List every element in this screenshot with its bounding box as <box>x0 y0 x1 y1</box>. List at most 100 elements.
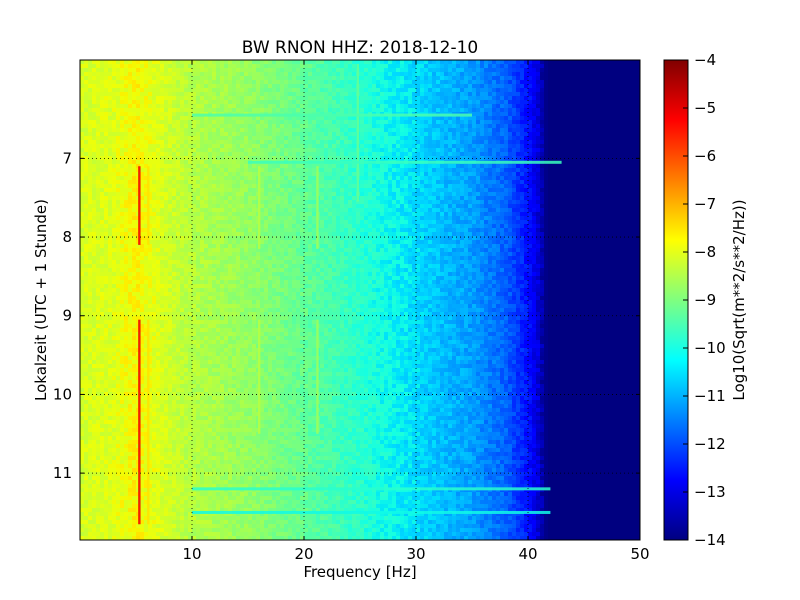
heat-cell <box>96 500 101 505</box>
heat-cell <box>88 460 93 465</box>
heat-cell <box>212 464 217 469</box>
heat-cell <box>80 464 85 469</box>
heat-cell <box>188 264 193 269</box>
heat-cell <box>80 436 85 441</box>
heat-cell <box>212 108 217 113</box>
heat-cell <box>188 216 193 221</box>
heat-cell <box>216 92 221 97</box>
heat-cell <box>120 468 125 473</box>
heat-cell <box>212 192 217 197</box>
heat-cell <box>184 76 189 81</box>
heat-cell <box>104 416 109 421</box>
heat-cell <box>84 180 89 185</box>
heat-cell <box>112 264 117 269</box>
heat-cell <box>100 444 105 449</box>
heat-cell <box>80 368 85 373</box>
heat-cell <box>208 276 213 281</box>
heat-cell <box>212 76 217 81</box>
heat-cell <box>160 412 165 417</box>
heat-cell <box>92 480 97 485</box>
heat-cell <box>108 400 113 405</box>
heat-cell <box>192 280 197 285</box>
heat-cell <box>216 472 221 477</box>
heat-cell <box>112 332 117 337</box>
heat-cell <box>88 60 93 65</box>
heat-cell <box>156 204 161 209</box>
heat-cell <box>236 360 241 365</box>
heat-cell <box>184 444 189 449</box>
heat-cell <box>184 404 189 409</box>
heat-cell <box>244 324 249 329</box>
heat-cell <box>144 204 149 209</box>
heat-cell <box>236 468 241 473</box>
heat-cell <box>144 336 149 341</box>
heat-cell <box>220 492 225 497</box>
heat-cell <box>216 76 221 81</box>
heat-cell <box>120 152 125 157</box>
heat-cell <box>184 116 189 121</box>
heat-cell <box>184 324 189 329</box>
heat-cell <box>236 216 241 221</box>
heat-cell <box>204 156 209 161</box>
heat-cell <box>84 492 89 497</box>
heat-cell <box>120 340 125 345</box>
heat-cell <box>192 192 197 197</box>
heat-cell <box>212 472 217 477</box>
heat-cell <box>168 136 173 141</box>
heat-cell <box>228 500 233 505</box>
heat-cell <box>168 316 173 321</box>
heat-cell <box>208 116 213 121</box>
heat-cell <box>124 96 129 101</box>
heat-cell <box>120 124 125 129</box>
heat-cell <box>92 204 97 209</box>
heat-cell <box>228 376 233 381</box>
heat-cell <box>228 504 233 509</box>
heat-cell <box>148 388 153 393</box>
heat-cell <box>228 100 233 105</box>
heat-cell <box>192 240 197 245</box>
heat-cell <box>156 108 161 113</box>
heat-cell <box>88 188 93 193</box>
heat-cell <box>236 444 241 449</box>
heat-cell <box>80 284 85 289</box>
heat-cell <box>80 328 85 333</box>
heat-cell <box>176 232 181 237</box>
heat-cell <box>184 484 189 489</box>
heat-cell <box>188 192 193 197</box>
heat-cell <box>204 328 209 333</box>
heat-cell <box>172 240 177 245</box>
heat-cell <box>184 208 189 213</box>
heat-cell <box>184 192 189 197</box>
heat-cell <box>80 260 85 265</box>
heat-cell <box>216 124 221 129</box>
heat-cell <box>112 472 117 477</box>
heat-cell <box>80 524 85 529</box>
heat-cell <box>144 440 149 445</box>
heat-cell <box>228 416 233 421</box>
heat-cell <box>116 436 121 441</box>
heat-cell <box>168 252 173 257</box>
heat-cell <box>156 176 161 181</box>
heat-cell <box>84 460 89 465</box>
heat-cell <box>128 144 133 149</box>
heat-cell <box>172 88 177 93</box>
heat-cell <box>132 188 137 193</box>
heat-cell <box>232 204 237 209</box>
heat-cell <box>184 292 189 297</box>
heat-cell <box>240 260 245 265</box>
heat-cell <box>160 196 165 201</box>
heat-cell <box>216 148 221 153</box>
heat-cell <box>172 180 177 185</box>
heat-cell <box>116 164 121 169</box>
heat-cell <box>220 292 225 297</box>
heat-cell <box>236 440 241 445</box>
heat-cell <box>96 308 101 313</box>
heat-cell <box>80 148 85 153</box>
heat-cell <box>112 532 117 537</box>
heat-cell <box>232 128 237 133</box>
heat-cell <box>196 236 201 241</box>
heat-cell <box>80 352 85 357</box>
heat-cell <box>152 96 157 101</box>
heat-cell <box>244 104 249 109</box>
